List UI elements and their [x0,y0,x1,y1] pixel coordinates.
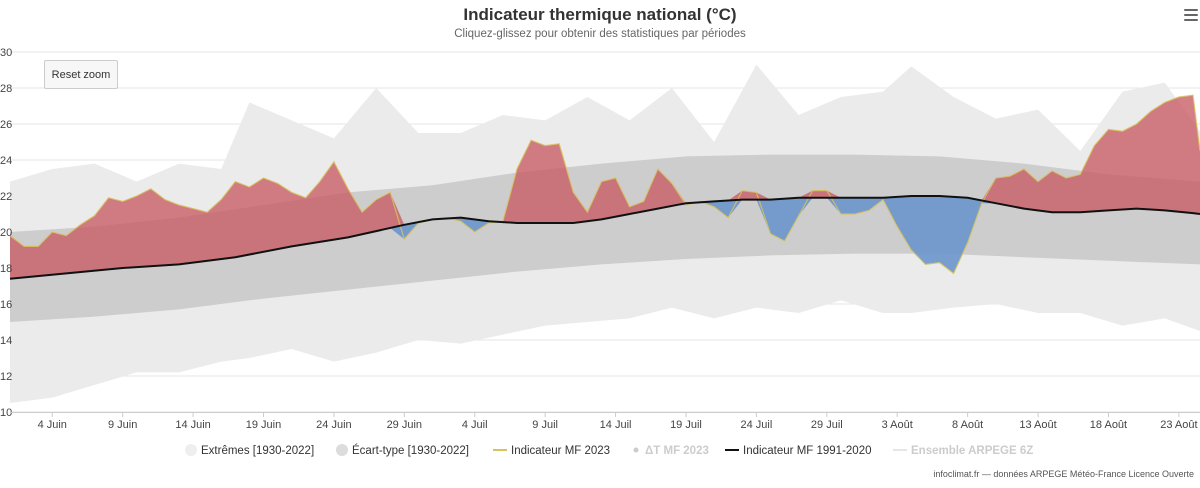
x-tick-label: 29 Juin [387,419,422,431]
y-tick-label: 10 [0,407,12,419]
legend-label: ΔT MF 2023 [645,445,709,457]
x-tick-label: 9 Juin [108,419,137,431]
chart-subtitle: Cliquez-glissez pour obtenir des statist… [454,28,746,40]
x-tick-label: 19 Juin [246,419,281,431]
x-tick-label: 23 Août [1160,419,1197,431]
legend-label: Indicateur MF 2023 [511,445,610,457]
x-tick-label: 24 Juin [316,419,351,431]
legend-label: Écart-type [1930-2022] [352,444,469,457]
y-tick-label: 16 [0,299,12,311]
chart-credit[interactable]: infoclimat.fr — données ARPEGE Météo-Fra… [933,469,1194,479]
menu-icon[interactable] [1184,9,1198,23]
x-tick-label: 24 Juil [740,419,772,431]
legend-item[interactable]: ΔT MF 2023 [633,445,709,457]
legend-item[interactable]: Écart-type [1930-2022] [336,444,469,457]
x-tick-label: 14 Juil [600,419,632,431]
y-tick-label: 24 [0,155,12,167]
chart-title: Indicateur thermique national (°C) [463,5,736,24]
legend-symbol [633,447,639,453]
anomaly-above-area [10,95,1200,279]
y-tick-label: 28 [0,83,12,95]
normal-1991-2020-line [9,195,1200,280]
y-tick-label: 22 [0,191,12,203]
x-tick-label: 4 Juil [462,419,488,431]
legend-symbol [336,444,348,456]
reset-zoom-button[interactable]: Reset zoom [44,60,118,89]
y-tick-label: 14 [0,335,12,347]
legend-item[interactable]: Indicateur MF 1991-2020 [725,445,872,457]
legend-item[interactable]: Extrêmes [1930-2022] [185,444,314,457]
y-tick-label: 18 [0,263,12,275]
x-tick-label: 14 Juin [175,419,210,431]
x-tick-label: 19 Juil [670,419,702,431]
legend-label: Extrêmes [1930-2022] [201,445,314,457]
y-tick-label: 20 [0,227,12,239]
line-layer [9,94,1200,280]
legend: Extrêmes [1930-2022] Écart-type [1930-202… [185,444,1033,457]
x-tick-label: 3 Août [882,419,913,431]
mf-2023-line [9,94,1200,275]
anomaly-below-area [10,196,1200,279]
legend-item[interactable]: Ensemble ARPEGE 6Z [893,445,1033,457]
y-tick-label: 12 [0,371,12,383]
legend-label: Ensemble ARPEGE 6Z [911,445,1033,457]
x-tick-label: 8 Août [952,419,983,431]
y-tick-label: 30 [0,47,12,59]
legend-label: Indicateur MF 1991-2020 [743,445,872,457]
x-axis: 4 Juin 9 Juin 14 Juin 19 Juin 24 Juin 29 Juin… [10,412,1200,431]
x-tick-label: 13 Août [1019,419,1056,431]
y-tick-label: 26 [0,119,12,131]
x-tick-label: 29 Juil [811,419,843,431]
x-tick-label: 18 Août [1090,419,1127,431]
legend-symbol [185,444,197,456]
y-axis: 10 12 14 16 18 20 22 24 26 28 30 [0,47,12,419]
x-tick-label: 9 Juil [532,419,558,431]
legend-item[interactable]: Indicateur MF 2023 [493,445,610,457]
x-tick-label: 4 Juin [38,419,67,431]
